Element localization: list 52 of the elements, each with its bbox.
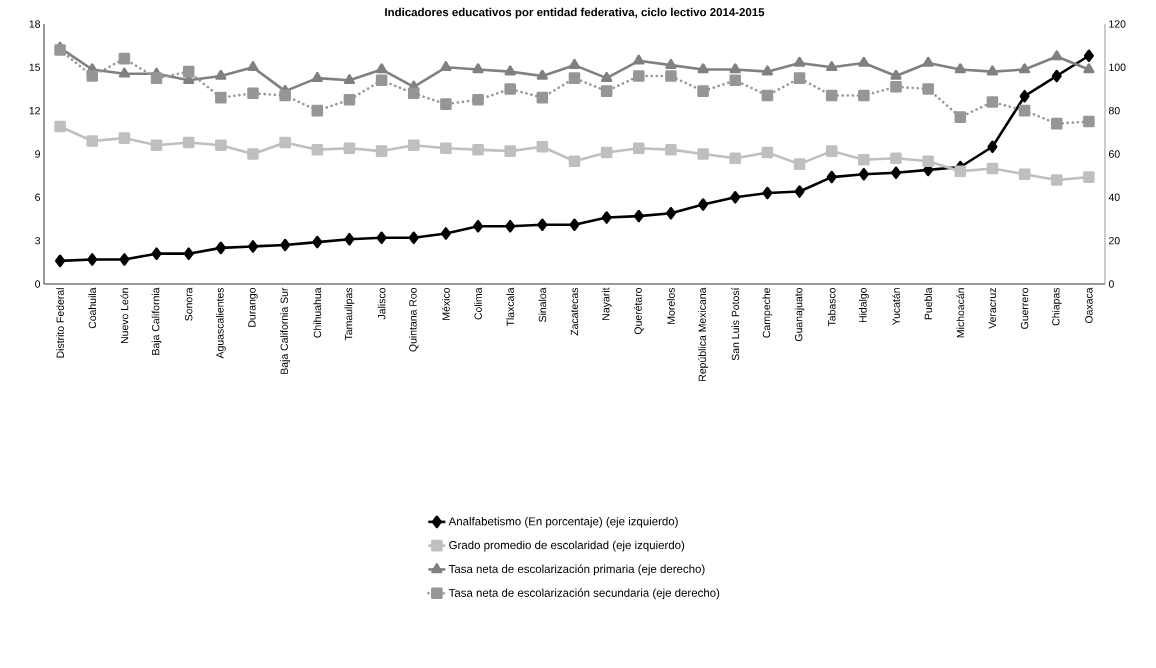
x-tick-label: Michoacán <box>956 288 965 338</box>
legend-label: Grado promedio de escolaridad (eje izquierdo) <box>449 540 685 552</box>
y2-tick-label: 20 <box>1109 236 1120 245</box>
x-tick-label: Baja California Sur <box>280 287 291 374</box>
x-tick-label: Chihuahua <box>313 287 322 338</box>
x-tick-label: Veracruz <box>988 288 997 329</box>
x-tick-label: Tamaulipas <box>344 287 355 341</box>
x-tick-label: Nuevo León <box>120 288 129 344</box>
y-tick-label: 18 <box>29 20 41 28</box>
x-tick-label: Campeche <box>762 287 773 338</box>
x-tick-label: Sinaloa <box>538 287 547 322</box>
x-tick-label: Querétaro <box>633 287 644 335</box>
y-tick-label: 12 <box>29 107 40 115</box>
x-tick-label: Jalisco <box>377 287 386 320</box>
x-tick-label: Quintana Roo <box>408 287 419 352</box>
x-tick-label: Yucatán <box>892 288 900 326</box>
x-tick-label: México <box>441 287 450 320</box>
x-tick-label: Aguascalientes <box>215 287 226 359</box>
y2-tick-label: 120 <box>1109 20 1126 28</box>
x-tick-label: San Luis Potosí <box>731 287 740 361</box>
legend-label: Tasa neta de escolarización secundaria (eje derecho) <box>448 588 720 600</box>
x-tick-label: Durango <box>248 287 258 327</box>
y-tick-label: 9 <box>35 150 40 158</box>
x-tick-label: Zacatecas <box>570 287 579 336</box>
x-tick-label: Guerrero <box>1020 287 1029 329</box>
x-tick-label: Tabasco <box>827 287 836 327</box>
x-tick-label: Puebla <box>924 287 932 320</box>
x-tick-label: Morelos <box>667 287 675 324</box>
x-tick-label: Hidalgo <box>858 287 869 323</box>
x-tick-label: Baja California <box>151 287 162 355</box>
legend-label: Analfabetismo (En porcentaje) (eje izquierdo) <box>448 516 678 528</box>
x-tick-label: Guanajuato <box>794 287 805 342</box>
y2-tick-label: 40 <box>1108 193 1120 202</box>
x-tick-label: Sonora <box>184 287 193 321</box>
x-tick-label: Coahuila <box>88 287 97 329</box>
y-tick-label: 6 <box>35 193 41 202</box>
y-tick-label: 3 <box>35 236 41 245</box>
y2-tick-label: 60 <box>1109 150 1120 158</box>
legend-label: Tasa neta de escolarización primaria (eje derecho) <box>448 564 705 576</box>
x-tick-label: Chiapas <box>1051 287 1062 326</box>
y2-tick-label: 80 <box>1108 106 1120 115</box>
x-tick-label: República Mexicana <box>698 287 709 381</box>
chart-title: Indicadores educativos por entidad federativa, ciclo lectivo 2014-2015 <box>385 7 765 19</box>
x-tick-label: Colima <box>474 287 482 320</box>
y2-tick-label: 100 <box>1109 63 1126 72</box>
x-tick-label: Nayarit <box>601 287 612 320</box>
x-tick-label: Oaxaca <box>1085 287 1093 324</box>
x-tick-label: Distrito Federal <box>56 288 64 358</box>
x-tick-label: Tlaxcala <box>506 287 515 327</box>
y2-tick-label: 0 <box>1108 280 1114 288</box>
y-tick-label: 15 <box>29 63 41 71</box>
y-tick-label: 0 <box>35 280 41 288</box>
